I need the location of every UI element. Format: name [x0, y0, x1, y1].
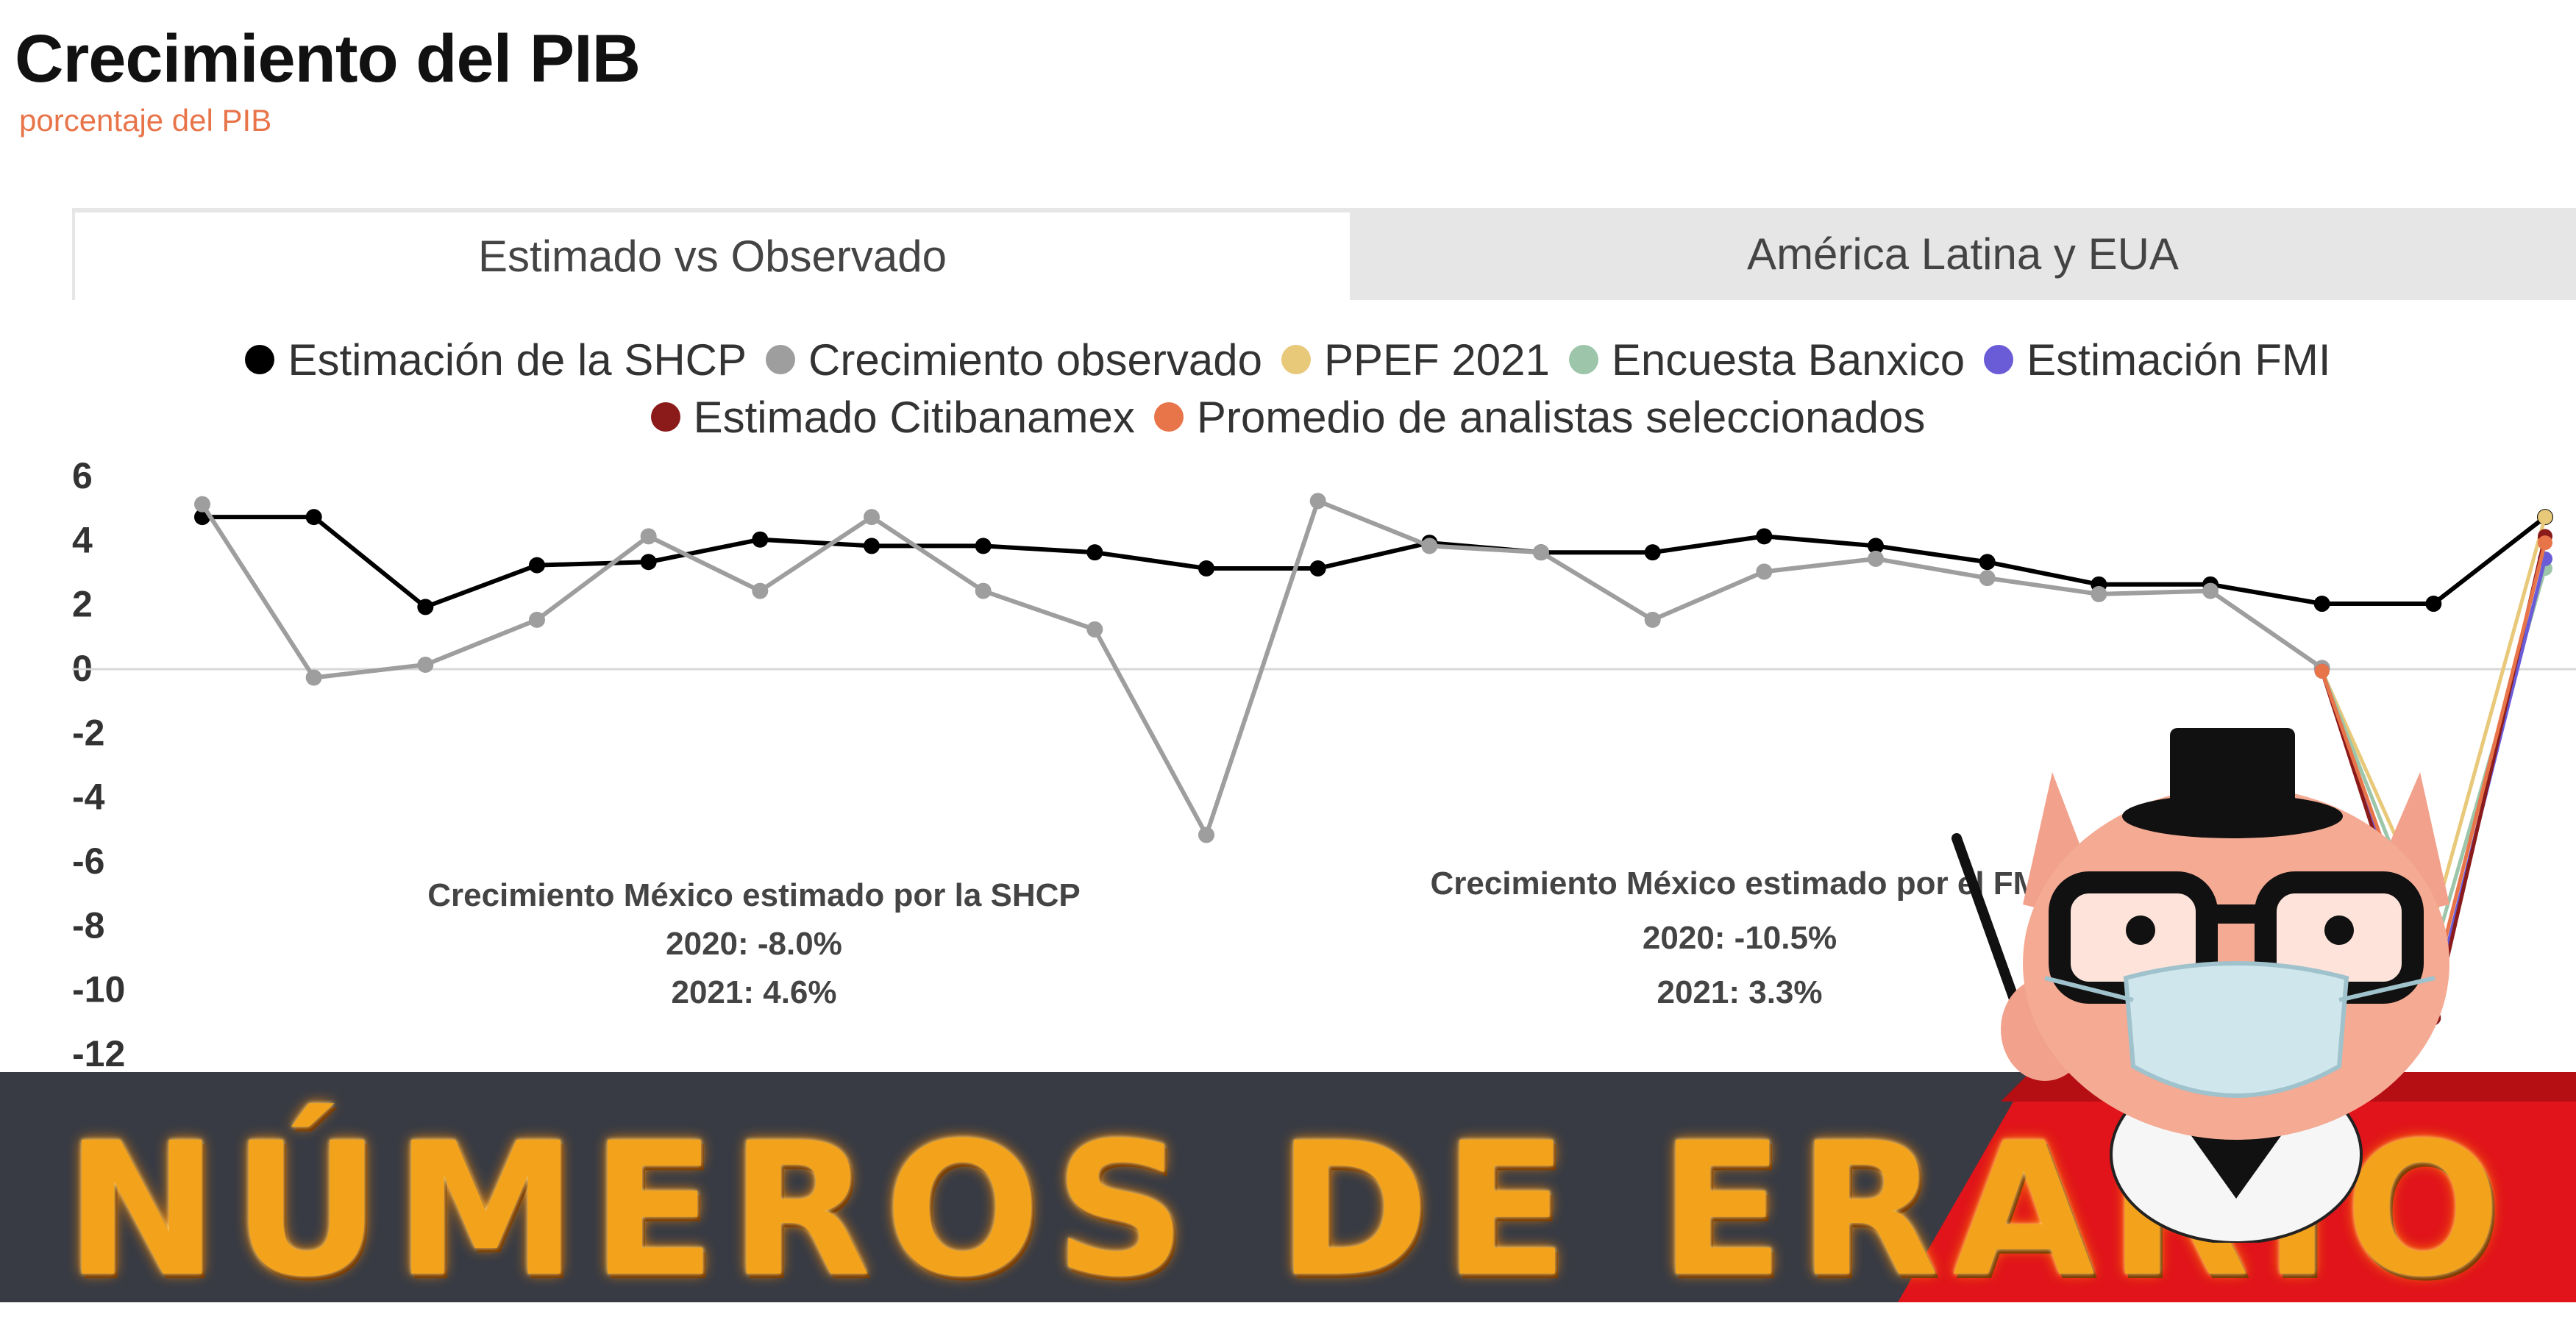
data-point [2313, 596, 2330, 613]
annotation-title: Crecimiento México estimado por el FMI [1430, 865, 2049, 902]
data-point [529, 611, 545, 628]
y-tick-label: 6 [72, 455, 93, 496]
tab-america-latina-eua[interactable]: América Latina y EUA [1350, 208, 2576, 300]
data-point [1421, 538, 1438, 554]
data-point [1086, 621, 1103, 638]
chart-tabs: Estimado vs Observado América Latina y E… [72, 208, 2576, 300]
data-point [975, 582, 992, 599]
y-tick-label: -2 [72, 712, 104, 753]
y-tick-label: -10 [72, 969, 125, 1010]
data-point [864, 538, 880, 554]
page-title: Crecimiento del PIB [15, 21, 641, 96]
legend-dot [1153, 402, 1184, 432]
y-tick-label: -12 [72, 1033, 125, 1074]
data-point [2538, 510, 2552, 525]
legend-item-shcp[interactable]: Estimación de la SHCP [245, 335, 747, 385]
data-point [529, 557, 545, 574]
legend-label: Estimación FMI [2027, 335, 2331, 385]
data-point [640, 528, 657, 545]
data-point [194, 496, 210, 513]
data-point [864, 509, 880, 526]
data-point [2314, 663, 2330, 679]
y-tick-label: 2 [72, 584, 93, 625]
data-point [752, 531, 769, 548]
legend-item-fmi[interactable]: Estimación FMI [1984, 335, 2331, 385]
legend-dot [1984, 345, 2014, 374]
annotation-2020: 2020: -8.0% [666, 926, 842, 962]
y-tick-label: -6 [72, 840, 104, 882]
annotation-shcp: Crecimiento México estimado por la SHCP … [412, 871, 1096, 1017]
annotation-title: Crecimiento México estimado por la SHCP [427, 877, 1081, 913]
legend-label: Promedio de analistas seleccionados [1196, 392, 1926, 442]
legend-dot [1568, 345, 1598, 374]
data-point [752, 582, 769, 599]
data-point [1979, 554, 1996, 571]
data-point [1979, 570, 1996, 587]
y-tick-label: -8 [72, 904, 104, 946]
data-point [2538, 535, 2552, 551]
data-point [417, 599, 434, 615]
pig-mascot-image [1951, 728, 2449, 1243]
legend-dot [650, 402, 680, 432]
annotation-2021: 2021: 3.3% [1657, 974, 1823, 1010]
legend-dot [1281, 345, 1311, 374]
annotation-fmi: Crecimiento México estimado por el FMI 2… [1398, 857, 2082, 1020]
series-line-0 [202, 515, 2547, 610]
legend-item-observado[interactable]: Crecimiento observado [766, 335, 1262, 385]
legend-label: Encuesta Banxico [1611, 335, 1965, 385]
legend-label: PPEF 2021 [1323, 335, 1550, 385]
data-point [2202, 582, 2219, 599]
data-point [305, 509, 322, 526]
page-subtitle: porcentaje del PIB [19, 103, 272, 138]
legend-label: Crecimiento observado [808, 335, 1262, 385]
tab-estimado-vs-observado[interactable]: Estimado vs Observado [72, 208, 1350, 300]
y-tick-label: -4 [72, 777, 105, 818]
data-point [1644, 611, 1661, 628]
data-point [975, 538, 992, 554]
legend-label: Estimado Citibanamex [693, 392, 1135, 442]
annotation-2021: 2021: 4.6% [671, 974, 837, 1010]
data-point [1868, 538, 1884, 554]
data-point [2425, 596, 2442, 613]
data-point [1309, 560, 1326, 577]
data-point [1756, 563, 1773, 580]
data-point [1868, 550, 1884, 567]
data-point [305, 669, 322, 686]
data-point [1086, 544, 1103, 561]
data-point [1756, 528, 1773, 545]
brand-logo: NÚMEROS DE ERARIO [65, 1103, 2515, 1317]
series-line-1 [200, 498, 2324, 840]
data-point [417, 657, 434, 673]
data-point [1309, 493, 1326, 510]
chart-legend: Estimación de la SHCP Crecimiento observ… [0, 331, 2576, 446]
y-tick-label: 4 [72, 519, 93, 560]
data-point [1533, 544, 1549, 561]
legend-item-analistas[interactable]: Promedio de analistas seleccionados [1153, 392, 1926, 443]
annotation-2020: 2020: -10.5% [1642, 920, 1837, 956]
data-point [640, 554, 657, 571]
legend-label: Estimación de la SHCP [288, 335, 747, 385]
data-point [1198, 827, 1214, 843]
data-point [1644, 544, 1661, 561]
legend-item-ppef[interactable]: PPEF 2021 [1281, 335, 1550, 385]
data-point [1198, 560, 1214, 577]
legend-dot [245, 345, 275, 374]
data-point [2091, 585, 2107, 602]
legend-item-citibanamex[interactable]: Estimado Citibanamex [650, 392, 1135, 443]
legend-item-banxico[interactable]: Encuesta Banxico [1568, 335, 1965, 385]
legend-dot [766, 345, 796, 374]
